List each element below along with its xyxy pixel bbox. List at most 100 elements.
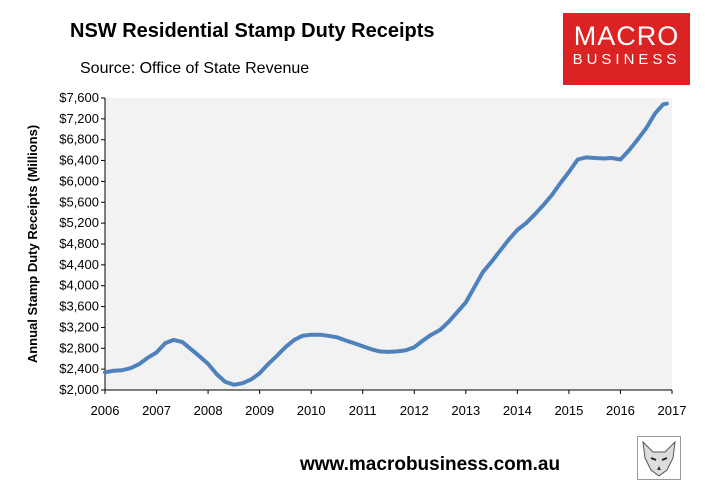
- x-tick-label: 2008: [194, 403, 223, 418]
- data-point: [610, 156, 614, 160]
- y-tick-label: $6,800: [59, 132, 99, 147]
- data-point: [129, 366, 133, 370]
- data-point: [180, 340, 184, 344]
- y-tick-label: $4,800: [59, 236, 99, 251]
- data-point: [481, 270, 485, 274]
- x-tick-label: 2011: [349, 403, 377, 418]
- data-point: [601, 157, 605, 160]
- data-point: [447, 320, 451, 324]
- data-point: [378, 349, 382, 353]
- data-point: [567, 170, 571, 174]
- x-tick-label: 2010: [297, 403, 326, 418]
- data-point: [163, 341, 167, 345]
- data-point: [455, 310, 459, 314]
- y-tick-label: $2,400: [59, 361, 99, 376]
- data-point: [584, 155, 588, 159]
- chart-title: NSW Residential Stamp Duty Receipts: [70, 20, 435, 42]
- data-point: [627, 148, 631, 152]
- y-tick-label: $4,000: [59, 278, 99, 293]
- fox-mascot-icon: [637, 436, 681, 480]
- website-url: www.macrobusiness.com.au: [300, 454, 561, 475]
- data-point: [146, 356, 150, 360]
- data-point: [172, 338, 176, 342]
- y-tick-label: $4,400: [59, 257, 99, 272]
- x-tick-label: 2007: [142, 403, 171, 418]
- data-point: [155, 351, 158, 354]
- x-tick-label: 2012: [400, 403, 429, 418]
- data-point: [189, 347, 193, 351]
- data-point: [490, 260, 494, 264]
- data-point: [352, 341, 356, 345]
- plot-area: [105, 98, 672, 390]
- data-point: [318, 333, 322, 337]
- y-axis-title: Annual Stamp Duty Receipts (Millions): [25, 125, 40, 363]
- data-point: [249, 378, 253, 382]
- x-tick-label: 2015: [554, 403, 583, 418]
- data-point: [120, 368, 124, 372]
- data-point: [387, 350, 390, 354]
- data-point: [524, 221, 528, 225]
- data-point: [241, 381, 245, 385]
- data-point: [223, 380, 227, 384]
- data-point: [532, 213, 536, 217]
- data-point: [644, 126, 648, 130]
- data-point: [550, 193, 554, 197]
- data-point: [258, 371, 262, 375]
- y-tick-label: $3,600: [59, 299, 99, 314]
- x-tick-label: 2009: [245, 403, 274, 418]
- y-tick-label: $6,400: [59, 153, 99, 168]
- data-point: [361, 344, 365, 348]
- x-tick-label: 2013: [451, 403, 480, 418]
- data-point: [636, 138, 639, 142]
- x-tick-label: 2014: [503, 403, 532, 418]
- data-point: [112, 369, 116, 373]
- data-point: [300, 334, 304, 338]
- data-point: [429, 333, 433, 337]
- data-point: [412, 345, 416, 349]
- y-tick-label: $7,600: [59, 90, 99, 105]
- data-point: [498, 248, 502, 252]
- data-point: [232, 383, 236, 387]
- data-point: [197, 354, 201, 358]
- logo-line-2: BUSINESS: [572, 51, 681, 68]
- data-point: [395, 349, 399, 353]
- data-point: [344, 339, 348, 342]
- data-point: [438, 328, 442, 332]
- y-tick-label: $7,200: [59, 111, 99, 126]
- data-point: [421, 339, 425, 342]
- data-point: [283, 345, 287, 349]
- data-point: [404, 348, 407, 352]
- x-tick-label: 2006: [91, 403, 120, 418]
- data-point: [335, 335, 339, 339]
- data-point: [558, 182, 562, 185]
- chart-source: Source: Office of State Revenue: [80, 60, 310, 77]
- y-tick-label: $5,600: [59, 194, 99, 209]
- y-tick-label: $6,000: [59, 173, 99, 188]
- data-point: [576, 158, 580, 161]
- data-point: [665, 102, 669, 106]
- data-point: [593, 156, 597, 160]
- y-tick-label: $2,800: [59, 340, 99, 355]
- data-point: [515, 228, 519, 232]
- macrobusiness-logo: MACRO BUSINESS: [563, 13, 690, 85]
- data-point: [292, 338, 296, 342]
- data-point: [619, 158, 622, 161]
- data-point: [370, 347, 373, 351]
- y-tick-label: $5,200: [59, 215, 99, 230]
- data-point: [266, 362, 270, 366]
- y-tick-label: $2,000: [59, 382, 99, 397]
- data-point: [309, 333, 313, 337]
- x-tick-label: 2016: [606, 403, 635, 418]
- data-point: [326, 334, 330, 338]
- data-point: [473, 285, 477, 289]
- data-point: [507, 238, 511, 242]
- data-point: [138, 362, 141, 366]
- x-tick-label: 2017: [658, 403, 687, 418]
- data-point: [103, 370, 107, 374]
- y-tick-label: $3,200: [59, 319, 99, 334]
- data-point: [215, 372, 219, 376]
- data-point: [661, 102, 665, 106]
- data-point: [206, 362, 210, 366]
- data-point: [541, 203, 545, 207]
